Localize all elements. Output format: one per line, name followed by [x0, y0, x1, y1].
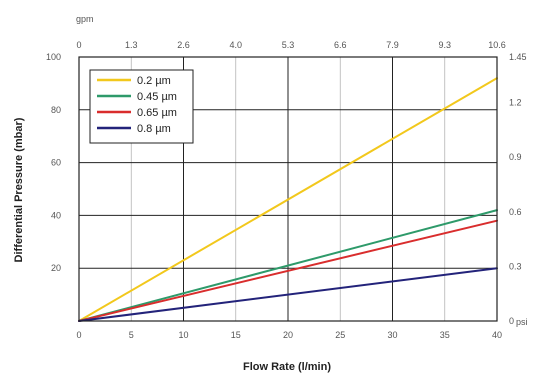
legend-label: 0.2 µm: [137, 75, 171, 87]
x-axis-title: Flow Rate (l/min): [243, 361, 331, 373]
right-tick-label: 0.9: [509, 152, 522, 162]
right-tick-label: 0: [509, 316, 514, 326]
top-tick-label: 10.6: [488, 40, 506, 50]
series-lines: [78, 77, 498, 322]
series-line-3: [78, 219, 498, 322]
left-axis-ticks: 20 40 60 80 100: [46, 52, 61, 273]
x-tick-label: 10: [178, 330, 188, 340]
top-axis-ticks: 0 1.3 2.6 4.0 5.3 6.6 7.9 9.3 10.6: [76, 40, 505, 50]
legend-label: 0.65 µm: [137, 107, 177, 119]
x-tick-label: 30: [387, 330, 397, 340]
y-axis-title: Differential Pressure (mbar): [13, 117, 25, 262]
y-tick-label: 20: [51, 263, 61, 273]
legend-label: 0.45 µm: [137, 91, 177, 103]
series-line-4: [78, 267, 498, 322]
right-tick-label: 1.45: [509, 52, 527, 62]
legend-items: 0.2 µm 0.45 µm 0.65 µm 0.8 µm: [97, 75, 177, 135]
top-axis-unit: gpm: [76, 14, 94, 24]
x-tick-label: 25: [335, 330, 345, 340]
right-tick-label: 1.2: [509, 98, 522, 108]
series-line-1: [78, 77, 498, 322]
top-tick-label: 5.3: [282, 40, 295, 50]
top-tick-label: 0: [76, 40, 81, 50]
top-tick-label: 1.3: [125, 40, 138, 50]
top-tick-label: 6.6: [334, 40, 347, 50]
x-tick-label: 15: [231, 330, 241, 340]
y-tick-label: 80: [51, 105, 61, 115]
series-line-2: [78, 209, 498, 322]
x-tick-label: 0: [76, 330, 81, 340]
x-tick-label: 35: [440, 330, 450, 340]
x-tick-label: 40: [492, 330, 502, 340]
right-tick-label: 0.3: [509, 261, 522, 271]
bottom-axis-ticks: 0 5 10 15 20 25 30 35 40: [76, 330, 502, 340]
legend-label: 0.8 µm: [137, 123, 171, 135]
x-tick-label: 5: [129, 330, 134, 340]
y-tick-label: 40: [51, 210, 61, 220]
top-tick-label: 7.9: [386, 40, 399, 50]
top-tick-label: 2.6: [177, 40, 190, 50]
top-tick-label: 4.0: [229, 40, 242, 50]
y-tick-label: 100: [46, 52, 61, 62]
top-tick-label: 9.3: [438, 40, 451, 50]
right-axis-unit: psi: [516, 317, 528, 327]
x-tick-label: 20: [283, 330, 293, 340]
right-axis-ticks: 0 0.3 0.6 0.9 1.2 1.45: [509, 52, 527, 326]
y-tick-label: 60: [51, 158, 61, 168]
right-tick-label: 0.6: [509, 207, 522, 217]
legend: 0.2 µm 0.45 µm 0.65 µm 0.8 µm: [89, 69, 194, 144]
legend-box: [89, 69, 194, 144]
plot-frame: [78, 56, 498, 322]
